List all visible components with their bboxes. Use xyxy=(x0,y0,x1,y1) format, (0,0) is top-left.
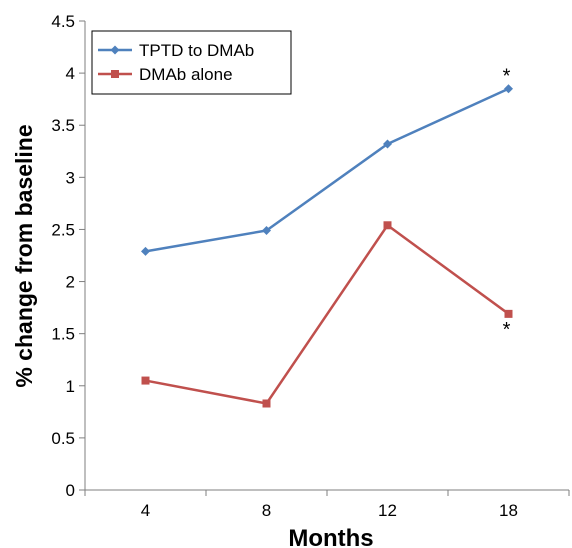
y-tick-label: 1.5 xyxy=(51,325,75,344)
y-tick-label: 2.5 xyxy=(51,220,75,239)
legend-item: TPTD to DMAb xyxy=(98,41,254,60)
y-tick-label: 0.5 xyxy=(51,429,75,448)
data-point xyxy=(383,221,392,230)
series-line xyxy=(145,224,510,405)
data-point xyxy=(383,139,392,149)
significance-marker: * xyxy=(503,66,511,88)
legend-label: TPTD to DMAb xyxy=(139,41,254,60)
x-axis-title: Months xyxy=(288,525,373,548)
y-axis-title: % change from baseline xyxy=(11,124,37,387)
series-2 xyxy=(141,221,513,408)
y-tick-label: 3.5 xyxy=(51,116,75,135)
series-1 xyxy=(141,84,513,256)
x-tick-label: 8 xyxy=(262,501,271,520)
legend-label: DMAb alone xyxy=(139,65,233,84)
y-tick-label: 4 xyxy=(66,64,75,83)
data-point xyxy=(141,246,150,256)
data-point xyxy=(504,309,513,318)
annotations: ** xyxy=(503,66,511,341)
legend: TPTD to DMAb DMAb alone xyxy=(91,30,292,95)
y-tick-label: 2 xyxy=(66,273,75,292)
data-point xyxy=(262,225,271,235)
x-tick-label: 18 xyxy=(499,501,518,520)
series-layer xyxy=(141,84,513,408)
y-ticks: 0 0.5 1 1.5 2 2.5 3 3.5 4 4.5 xyxy=(51,12,85,500)
x-tick-label: 12 xyxy=(378,501,397,520)
legend-box xyxy=(91,30,292,95)
data-point xyxy=(262,399,271,408)
data-point xyxy=(504,84,513,94)
x-tick-label: 4 xyxy=(141,501,150,520)
legend-swatch-marker xyxy=(111,70,119,78)
y-tick-label: 1 xyxy=(66,377,75,396)
legend-item: DMAb alone xyxy=(98,65,233,84)
y-tick-label: 0 xyxy=(66,481,75,500)
series-line xyxy=(145,87,510,253)
y-tick-label: 4.5 xyxy=(51,12,75,31)
significance-marker: * xyxy=(503,319,511,341)
data-point xyxy=(141,376,150,385)
legend-swatch-marker xyxy=(110,45,120,55)
x-ticks: 4 8 12 18 xyxy=(84,490,570,520)
y-tick-label: 3 xyxy=(66,168,75,187)
legend-items: TPTD to DMAb DMAb alone xyxy=(98,41,254,84)
